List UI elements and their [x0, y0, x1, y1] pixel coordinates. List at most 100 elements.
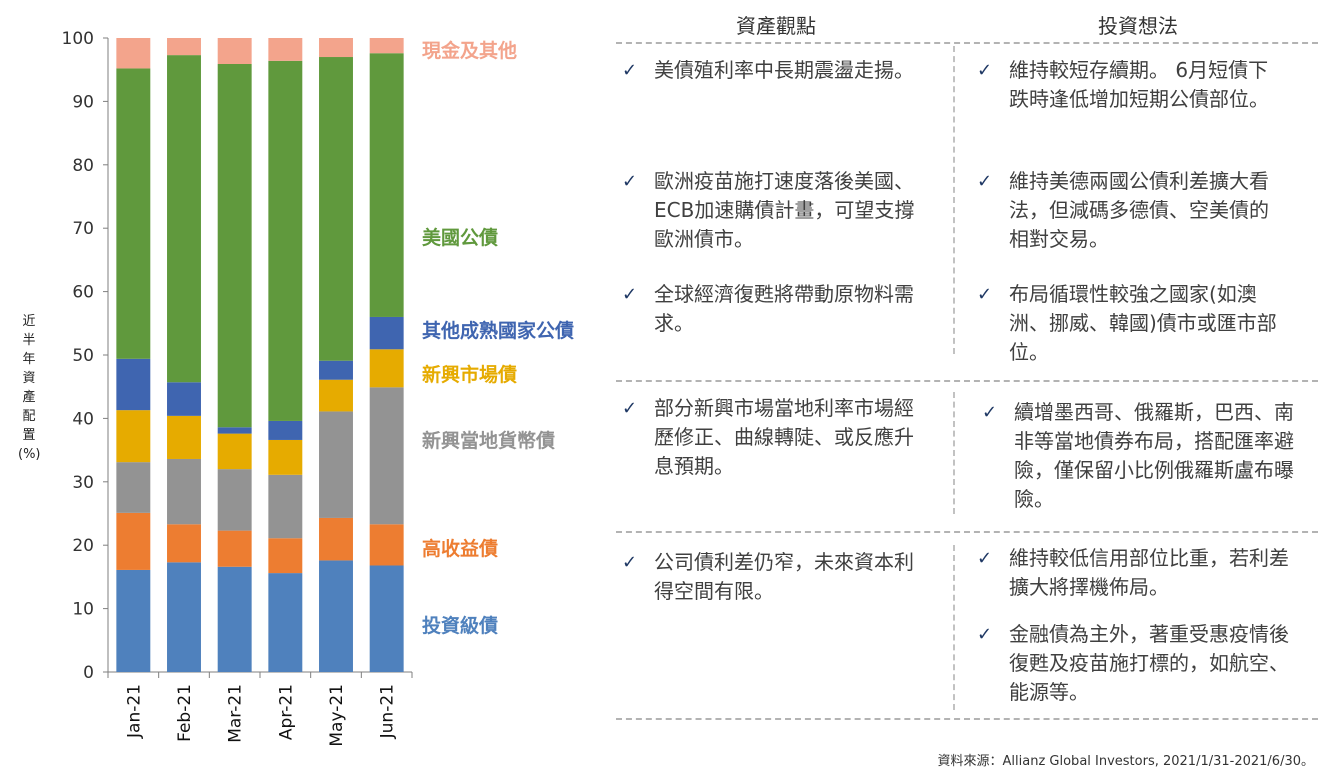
x-tick-label: Jun-21: [378, 684, 398, 739]
idea-item: ✓ 維持較短存續期。 6月短債下跌時逢低增加短期公債部位。: [977, 58, 1269, 111]
bar-segment-hy: [167, 524, 201, 563]
x-tick-label: May-21: [327, 684, 347, 747]
legend-dm: 其他成熟國家公債: [422, 320, 575, 342]
bar-segment-emlocal: [369, 387, 404, 525]
x-tick-label: Feb-21: [175, 684, 195, 742]
legend-emhard: 新興市場債: [422, 364, 518, 386]
idea-item: ✓ 布局循環性較強之國家(如澳洲、挪威、韓國)債市或匯市部位。: [977, 282, 1277, 364]
header-asset-view: 資產觀點: [736, 14, 816, 38]
bar-segment-cash: [167, 38, 201, 56]
check-icon: ✓: [977, 171, 993, 192]
bar-segment-ig: [369, 565, 404, 672]
check-icon: ✓: [977, 60, 993, 81]
bar-segment-hy: [116, 512, 151, 570]
check-icon: ✓: [977, 284, 993, 305]
bar-segment-ig: [319, 560, 353, 672]
check-icon: ✓: [977, 548, 993, 569]
idea-item: ✓ 維持較低信用部位比重，若利差擴大將擇機佈局。: [977, 546, 1289, 599]
legend-hy: 高收益債: [422, 538, 499, 560]
view-item: ✓ 部分新興市場當地利率市場經歷修正、曲線轉陡、或反應升息預期。: [622, 396, 914, 478]
y-tick-label: 60: [72, 283, 94, 303]
bar-segment-dm: [116, 358, 151, 411]
table-divider-1: [616, 380, 1318, 382]
check-icon: ✓: [622, 552, 638, 573]
y-tick-label: 10: [72, 600, 94, 620]
check-icon: ✓: [622, 398, 638, 419]
column-divider-3: [953, 545, 955, 710]
check-icon: ✓: [622, 171, 638, 192]
idea-item: ✓ 維持美德兩國公債利差擴大看法，但減碼多德債、空美債的相對交易。: [977, 169, 1269, 251]
table-divider-2: [616, 531, 1318, 533]
table-divider-top: [616, 42, 1318, 44]
y-axis-title: 近半年資產配置(%): [18, 314, 41, 462]
bar-segment-dm: [268, 420, 303, 440]
bar-segment-ust: [268, 60, 303, 421]
y-tick-label: 30: [72, 473, 94, 493]
bar-segment-dm: [167, 382, 201, 416]
check-icon: ✓: [622, 60, 638, 81]
bar-segment-ust: [217, 63, 252, 428]
x-tick-label: Jan-21: [124, 684, 144, 739]
x-tick-label: Apr-21: [276, 684, 296, 740]
bar-segment-cash: [116, 38, 151, 69]
bar-segment-emhard: [369, 349, 404, 388]
bar-segment-emlocal: [319, 411, 353, 518]
bar-segment-cash: [319, 38, 353, 58]
legend-ust: 美國公債: [422, 227, 499, 249]
column-divider-1: [953, 46, 955, 354]
bar-segment-ust: [167, 55, 201, 383]
bar-segment-ust: [369, 53, 404, 317]
bar-segment-emlocal: [167, 458, 201, 525]
table-divider-bottom: [616, 718, 1318, 720]
legend-cash: 現金及其他: [422, 40, 518, 62]
bar-segment-ust: [116, 68, 151, 359]
source-note: 資料來源：Allianz Global Investors, 2021/1/31…: [937, 754, 1314, 769]
bar-segment-emhard: [116, 410, 151, 463]
view-item: ✓ 歐洲疫苗施打速度落後美國、ECB加速購債計畫，可望支撐歐洲債市。: [622, 169, 915, 251]
bar-segment-ust: [319, 57, 353, 361]
bar-segment-hy: [217, 530, 252, 567]
y-tick-label: 20: [72, 536, 94, 556]
bar-segment-cash: [217, 38, 252, 64]
bar-segment-hy: [268, 538, 303, 574]
bar-segment-ig: [167, 562, 201, 672]
bar-segment-dm: [369, 316, 404, 350]
y-tick-label: 0: [83, 663, 94, 683]
bar-segment-emhard: [167, 415, 201, 459]
check-icon: ✓: [622, 284, 638, 305]
legend-emlocal: 新興當地貨幣債: [422, 430, 556, 452]
bar-segment-emhard: [268, 439, 303, 475]
check-icon: ✓: [977, 624, 993, 645]
idea-item: ✓ 金融債為主外，著重受惠疫情後復甦及疫苗施打標的，如航空、能源等。: [977, 622, 1289, 704]
stacked-bar-chart: 0 10 20 30 40 50 60 70 80 90 100 Jan-21 Feb-21 Mar-21…: [62, 29, 413, 747]
bar-segment-emhard: [319, 379, 353, 412]
y-tick-label: 40: [72, 409, 94, 429]
view-item: ✓ 美債殖利率中長期震盪走揚。: [622, 56, 952, 85]
bar-segment-emlocal: [268, 474, 303, 539]
bar-segment-hy: [369, 524, 404, 566]
bar-segment-hy: [319, 517, 353, 561]
y-tick-label: 50: [72, 346, 94, 366]
check-icon: ✓: [982, 402, 998, 423]
bar-segment-ig: [217, 566, 252, 672]
bar-segment-dm: [319, 360, 353, 380]
y-tick-label: 90: [72, 92, 94, 112]
bar-segment-cash: [369, 38, 404, 54]
y-tick-label: 100: [62, 29, 94, 49]
y-tick-label: 70: [72, 219, 94, 239]
idea-item: ✓ 續增墨西哥、俄羅斯，巴西、南非等當地債券布局，搭配匯率避險，僅保留小比例俄羅…: [982, 400, 1294, 511]
bar-segment-cash: [268, 38, 303, 61]
bar-segment-ig: [268, 573, 303, 672]
y-tick-label: 80: [72, 156, 94, 176]
header-investment-idea: 投資想法: [1098, 14, 1178, 38]
column-divider-2: [953, 392, 955, 514]
bar-segment-emlocal: [217, 469, 252, 531]
x-tick-label: Mar-21: [226, 684, 246, 743]
bar-segment-ig: [116, 569, 151, 672]
bar-segment-emlocal: [116, 462, 151, 513]
legend-ig: 投資級債: [422, 615, 499, 637]
view-item: ✓ 公司債利差仍窄，未來資本利得空間有限。: [622, 550, 914, 603]
bar-segment-emhard: [217, 433, 252, 470]
bar-segment-dm: [217, 427, 252, 434]
view-item: ✓ 全球經濟復甦將帶動原物料需求。: [622, 282, 914, 335]
